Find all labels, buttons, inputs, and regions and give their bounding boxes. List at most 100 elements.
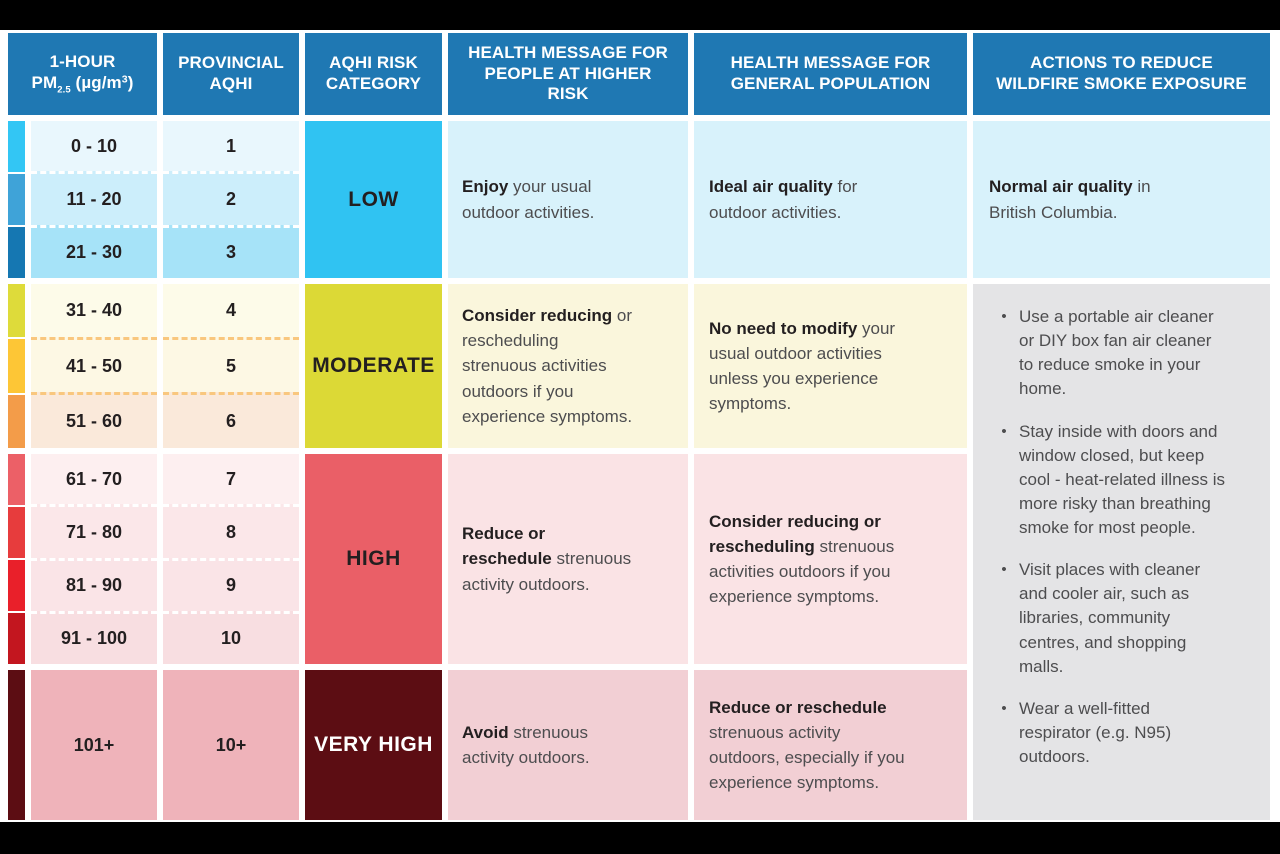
- message-bold: Consider reducing or rescheduling: [709, 511, 881, 556]
- pm-range-value: 81 - 90: [65, 575, 123, 596]
- message-rest: strenuous activity outdoors.: [462, 549, 632, 594]
- pm-color-swatch: [8, 507, 25, 558]
- pm-color-swatch: [8, 174, 25, 225]
- aqhi-value-cell: 9: [163, 557, 299, 611]
- header-cell-general-population: HEALTH MESSAGE FOR GENERAL POPULATION: [694, 33, 967, 115]
- aqhi-value: 10: [220, 628, 242, 649]
- aqhi-value: 8: [225, 521, 236, 542]
- pm-range-value: 61 - 70: [65, 468, 123, 489]
- header-pm25-base: PM: [31, 72, 58, 92]
- bullet-icon: •: [1001, 699, 1007, 717]
- pm-range-column-low: 0 - 10 11 - 20 21 - 30: [31, 121, 157, 278]
- aqhi-value: 6: [225, 411, 236, 432]
- header-pm25-superscript: 3: [121, 73, 128, 86]
- message-bold: Avoid: [462, 722, 509, 742]
- list-item: • Visit places with cleaner and cooler ai…: [989, 558, 1226, 679]
- action-text: Stay inside with doors and window closed…: [1019, 421, 1225, 538]
- pm-range-value: 41 - 50: [65, 355, 123, 376]
- pm-range-value: 91 - 100: [60, 628, 128, 649]
- pm-range-cell: 71 - 80: [31, 504, 157, 558]
- message-bold: No need to modify: [709, 318, 858, 338]
- risk-category-label: VERY HIGH: [314, 733, 433, 756]
- higher-risk-message-moderate: Consider reducing or rescheduling strenu…: [448, 284, 688, 448]
- header-pm25-unit: (µg/m: [70, 72, 122, 92]
- list-item: • Stay inside with doors and window close…: [989, 420, 1226, 541]
- aqhi-value-cell: 8: [163, 504, 299, 558]
- pm-color-swatch: [8, 613, 25, 664]
- message-rest: or rescheduling strenuous activities out…: [462, 306, 633, 426]
- aqhi-value: 5: [225, 355, 236, 376]
- pm-range-value: 31 - 40: [65, 299, 123, 320]
- aqhi-value: 10+: [215, 734, 247, 755]
- pm-range-value: 0 - 10: [70, 135, 118, 156]
- pm-color-scale-low: [8, 121, 25, 278]
- message-bold: Ideal air quality: [709, 177, 833, 197]
- pm-color-swatch: [8, 227, 25, 278]
- header-pm25-line1: 1-HOUR: [49, 52, 116, 72]
- actions-list-cell: • Use a portable air cleaner or DIY box f…: [973, 284, 1270, 820]
- aqhi-value: 4: [225, 299, 236, 320]
- header-pm25-label: 1-HOUR PM2.5 (µg/m3): [18, 52, 148, 96]
- pm-range-column-moderate: 31 - 40 41 - 50 51 - 60: [31, 284, 157, 449]
- risk-category-cell-very-high: VERY HIGH: [305, 670, 442, 820]
- pm-range-cell: 61 - 70: [31, 454, 157, 505]
- pm-range-column-very-high: 101+: [31, 670, 157, 820]
- pm-color-swatch: [8, 121, 25, 172]
- pm-color-swatch: [8, 284, 25, 338]
- aqhi-reference-table: 1-HOUR PM2.5 (µg/m3) PROVINCIAL AQHI AQHI…: [8, 33, 1270, 820]
- pm-color-swatch: [8, 670, 25, 820]
- header-risk-category-label: AQHI RISK CATEGORY: [325, 53, 422, 93]
- aqhi-value: 1: [225, 135, 236, 156]
- risk-category-cell-high: HIGH: [305, 454, 442, 664]
- pm-range-cell: 0 - 10: [31, 121, 157, 172]
- message-rest: strenuous activity outdoors, especially …: [709, 722, 905, 793]
- header-general-population-label: HEALTH MESSAGE FOR GENERAL POPULATION: [730, 53, 931, 93]
- pm-color-swatch: [8, 560, 25, 611]
- aqhi-column-high: 7 8 9 10: [163, 454, 299, 664]
- message-bold: Normal air quality: [989, 177, 1133, 197]
- header-pm25-subscript: 2.5: [57, 84, 71, 96]
- aqhi-value: 2: [225, 188, 236, 209]
- bullet-icon: •: [1001, 422, 1007, 440]
- header-cell-pm25: 1-HOUR PM2.5 (µg/m3): [8, 33, 157, 115]
- message-bold: Consider reducing: [462, 306, 613, 326]
- actions-list: • Use a portable air cleaner or DIY box f…: [989, 305, 1226, 769]
- top-black-bar: [0, 0, 1280, 30]
- pm-range-cell: 41 - 50: [31, 336, 157, 393]
- message-rest: your usual outdoor activities.: [462, 177, 595, 222]
- general-population-message-high: Consider reducing or rescheduling strenu…: [694, 454, 967, 664]
- pm-range-cell: 81 - 90: [31, 557, 157, 611]
- aqhi-value-cell: 10+: [163, 670, 299, 820]
- pm-range-cell: 91 - 100: [31, 610, 157, 664]
- header-actions-label: ACTIONS TO REDUCE WILDFIRE SMOKE EXPOSUR…: [996, 53, 1247, 93]
- aqhi-value: 3: [225, 242, 236, 263]
- header-higher-risk-label: HEALTH MESSAGE FOR PEOPLE AT HIGHER RISK: [468, 42, 668, 104]
- pm-color-scale-very-high: [8, 670, 25, 820]
- pm-range-value: 101+: [73, 734, 115, 755]
- risk-category-cell-low: LOW: [305, 121, 442, 278]
- header-cell-provincial-aqhi: PROVINCIAL AQHI: [163, 33, 299, 115]
- header-cell-actions: ACTIONS TO REDUCE WILDFIRE SMOKE EXPOSUR…: [973, 33, 1270, 115]
- pm-range-cell: 11 - 20: [31, 171, 157, 225]
- list-item: • Use a portable air cleaner or DIY box f…: [989, 305, 1226, 402]
- aqhi-value: 9: [225, 575, 236, 596]
- message-rest: for outdoor activities.: [709, 177, 858, 222]
- message-bold: Enjoy: [462, 177, 509, 197]
- message-rest: in British Columbia.: [989, 177, 1151, 222]
- aqhi-value-cell: 5: [163, 336, 299, 393]
- header-cell-risk-category: AQHI RISK CATEGORY: [305, 33, 442, 115]
- aqhi-column-moderate: 4 5 6: [163, 284, 299, 449]
- aqhi-value-cell: 3: [163, 224, 299, 278]
- action-text: Visit places with cleaner and cooler air…: [1019, 560, 1201, 676]
- aqhi-value-cell: 1: [163, 121, 299, 172]
- higher-risk-message-very-high: Avoid strenuous activity outdoors.: [448, 670, 688, 820]
- header-provincial-aqhi-label: PROVINCIAL AQHI: [178, 53, 284, 93]
- pm-range-value: 21 - 30: [65, 242, 123, 263]
- message-bold: Reduce or reschedule: [709, 697, 887, 717]
- pm-range-value: 11 - 20: [66, 188, 122, 209]
- general-population-message-moderate: No need to modify your usual outdoor act…: [694, 284, 967, 448]
- pm-color-scale-moderate: [8, 284, 25, 448]
- pm-range-value: 51 - 60: [65, 411, 123, 432]
- risk-category-label: LOW: [348, 187, 399, 211]
- message-bold: Reduce or reschedule: [462, 524, 552, 569]
